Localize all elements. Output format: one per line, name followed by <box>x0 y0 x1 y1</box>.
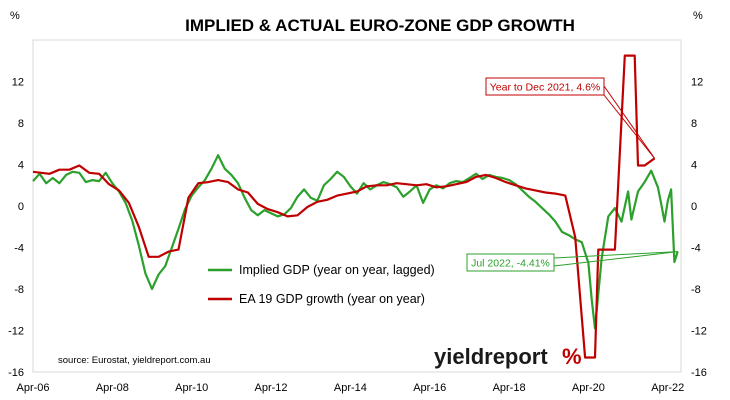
x-tick-label: Apr-16 <box>413 382 446 394</box>
annotation-leader-line <box>603 85 655 159</box>
x-tick-label: Apr-12 <box>255 382 288 394</box>
series-line-ea19-gdp <box>32 54 656 359</box>
annotation-box <box>485 77 605 96</box>
left-axis-unit: % <box>10 10 20 22</box>
y-tick-label-left: -4 <box>14 243 24 255</box>
annotation-box <box>466 253 555 272</box>
right-axis: -16 -12 -8 -4 0 4 8 12 <box>691 77 707 380</box>
annotation-leader-line <box>603 94 655 159</box>
x-axis: Apr-06 Apr-08 Apr-10 Apr-12 Apr-14 Apr-16 Apr-… <box>16 382 684 394</box>
y-tick-label-left: 4 <box>18 160 24 172</box>
x-tick-label: Apr-14 <box>334 382 367 394</box>
annotation-layer: Year to Dec 2021, 4.6% Jul 2022, -4.41% <box>466 77 678 272</box>
annotation-leader-line <box>553 251 678 267</box>
x-tick-label: Apr-08 <box>96 382 129 394</box>
x-tick-label: Apr-20 <box>572 382 605 394</box>
x-tick-label: Apr-10 <box>175 382 208 394</box>
y-tick-label-right: -4 <box>691 243 701 255</box>
y-tick-label-left: 8 <box>18 118 24 130</box>
y-tick-label-right: -8 <box>691 284 701 296</box>
source-note: source: Eurostat, yieldreport.com.au <box>58 355 211 366</box>
y-tick-label-left: 0 <box>18 201 24 213</box>
annotation-label: Year to Dec 2021, 4.6% <box>490 82 601 94</box>
logo-wordmark: yieldreport <box>434 344 548 369</box>
left-axis: -16 -12 -8 -4 0 4 8 12 <box>8 77 24 380</box>
chart-title: IMPLIED & ACTUAL EURO-ZONE GDP GROWTH <box>185 16 575 35</box>
legend-label-ea19-gdp: EA 19 GDP growth (year on year) <box>239 292 425 306</box>
right-axis-unit: % <box>693 10 703 22</box>
annotation-leader-line <box>553 251 678 259</box>
y-tick-label-left: -12 <box>8 326 24 338</box>
y-tick-label-right: -12 <box>691 326 707 338</box>
x-tick-label: Apr-22 <box>651 382 684 394</box>
logo-percent-mark: % <box>562 344 582 369</box>
y-tick-label-left: 12 <box>12 77 24 89</box>
yieldreport-logo: yieldreport % <box>434 344 582 369</box>
series-layer <box>32 54 679 359</box>
legend-label-implied-gdp: Implied GDP (year on year, lagged) <box>239 263 435 277</box>
series-line-implied-gdp <box>32 154 679 330</box>
y-tick-label-right: -16 <box>691 367 707 379</box>
y-tick-label-right: 4 <box>691 160 697 172</box>
legend: Implied GDP (year on year, lagged) EA 19… <box>208 263 435 306</box>
annotation-label: Jul 2022, -4.41% <box>471 258 550 270</box>
y-tick-label-right: 0 <box>691 201 697 213</box>
y-tick-label-right: 12 <box>691 77 703 89</box>
plot-area <box>32 39 682 373</box>
y-tick-label-right: 8 <box>691 118 697 130</box>
y-tick-label-left: -8 <box>14 284 24 296</box>
x-tick-label: Apr-18 <box>493 382 526 394</box>
x-tick-label: Apr-06 <box>16 382 49 394</box>
y-tick-label-left: -16 <box>8 367 24 379</box>
